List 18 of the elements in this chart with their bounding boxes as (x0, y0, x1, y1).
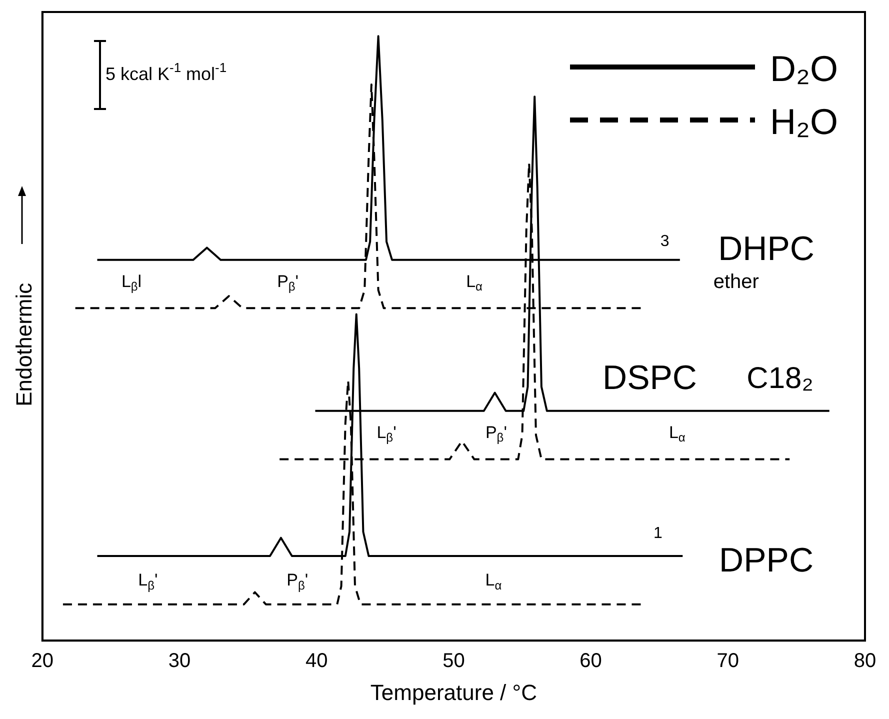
x-tick-label: 60 (580, 650, 602, 672)
x-tick-label: 70 (716, 650, 740, 672)
annotation: DSPC (602, 359, 697, 398)
x-tick-label: 80 (854, 650, 876, 672)
text: D₂O (770, 48, 838, 89)
x-tick-label: 50 (442, 650, 465, 672)
annotation: DHPC (718, 230, 814, 268)
annotation: ether (713, 270, 760, 293)
text: H₂O (770, 100, 838, 142)
x-axis-title: Temperature / °C (370, 680, 538, 705)
x-tick-label: 20 (31, 650, 54, 672)
x-tick-label: 40 (305, 650, 328, 672)
annotation: C18₂ (746, 362, 814, 395)
y-axis-title: Endothermic (11, 246, 36, 406)
x-tick-label: 30 (168, 650, 191, 672)
annotation: DPPC (719, 541, 814, 580)
annotation: 3 (660, 232, 670, 250)
annotation: 1 (654, 525, 663, 542)
